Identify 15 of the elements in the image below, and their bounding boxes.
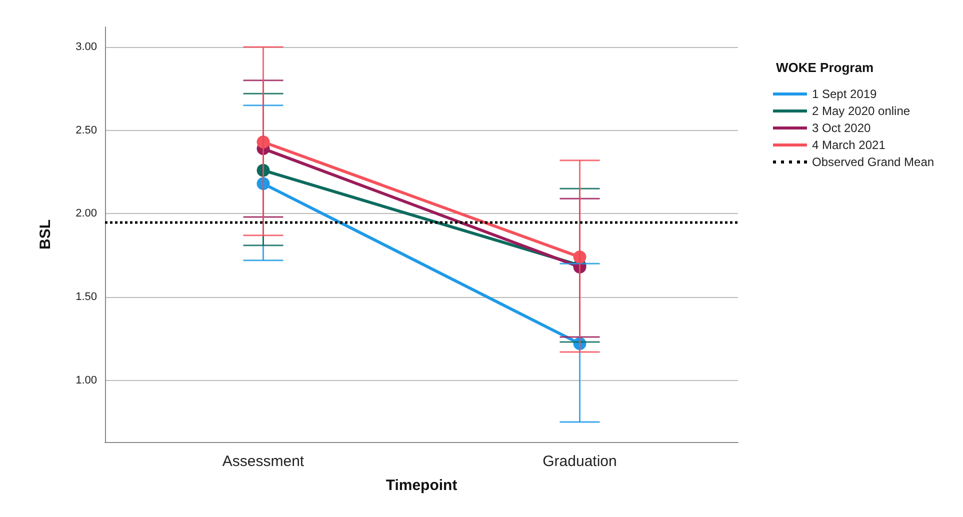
legend-label: Observed Grand Mean [812,155,934,169]
y-tick-label: 3.00 [76,41,97,53]
x-tick-label: Assessment [222,453,305,470]
x-axis-title: Timepoint [386,477,458,494]
y-axis-title: BSL [37,220,54,250]
x-tick-label: Graduation [542,453,617,470]
legend-label: 1 Sept 2019 [812,87,878,101]
legend-label: 4 March 2021 [812,138,886,152]
legend-label: 2 May 2020 online [812,104,910,118]
legend-label: 3 Oct 2020 [812,121,872,135]
y-tick-label: 2.00 [76,208,97,220]
y-tick-label: 2.50 [76,124,97,136]
legend-title: WOKE Program [776,60,874,75]
y-tick-label: 1.50 [76,291,97,303]
y-tick-label: 1.00 [76,374,97,386]
